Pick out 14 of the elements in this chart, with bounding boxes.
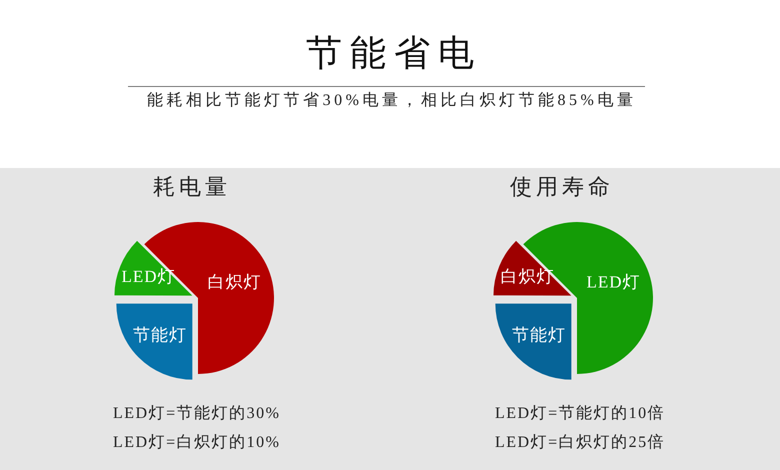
chart-title: 使用寿命 bbox=[509, 173, 615, 201]
slice-label: LED灯 bbox=[586, 272, 641, 292]
slice-label: 节能灯 bbox=[133, 325, 188, 344]
text: 能耗相比节能灯节省30%电量，相比白炽灯节能85%电量 bbox=[146, 90, 638, 111]
slice-label: 白炽灯 bbox=[208, 272, 262, 292]
slice-label: 白炽灯 bbox=[500, 266, 554, 286]
text: LED灯=白炽灯的10% bbox=[113, 433, 280, 453]
slice-label: 节能灯 bbox=[512, 325, 566, 344]
text: LED灯=白炽灯的25倍 bbox=[495, 433, 666, 453]
text: LED灯=节能灯的30% bbox=[113, 404, 280, 424]
text: LED灯=节能灯的10倍 bbox=[495, 404, 666, 424]
text: 节能省电 bbox=[305, 32, 483, 75]
chart-title: 耗电量 bbox=[152, 173, 232, 201]
slice-label: LED灯 bbox=[121, 266, 176, 286]
